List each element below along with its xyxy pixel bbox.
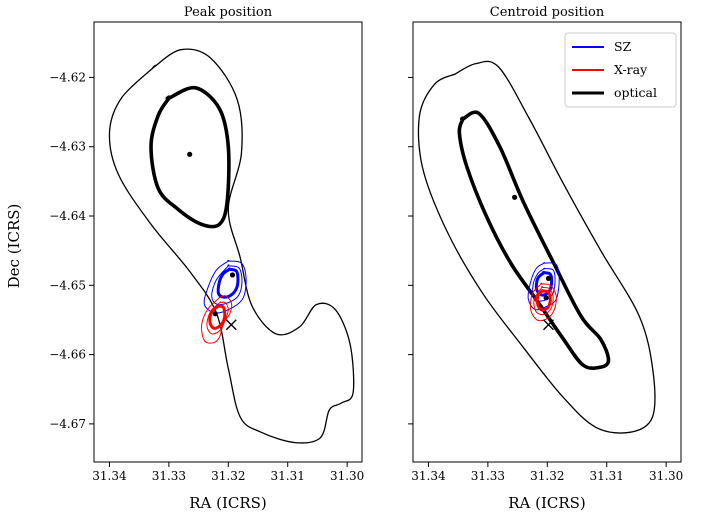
contour-xray-outer xyxy=(200,295,233,344)
contour-xray-inner xyxy=(208,304,227,330)
contour-optical-inner xyxy=(457,110,611,371)
peak-dot-xray xyxy=(543,295,549,301)
x-axis-label: RA (ICRS) xyxy=(508,494,586,512)
contour-optical-outer xyxy=(108,48,355,444)
y-tick-label: −4.64 xyxy=(49,209,86,223)
y-tick-label: −4.67 xyxy=(49,417,86,431)
contour-xray-inner xyxy=(535,289,552,312)
peak-dot-sz xyxy=(229,272,236,278)
contour-xray-middle xyxy=(533,285,554,316)
peak-dot-optical xyxy=(512,194,518,200)
legend-label-sz: SZ xyxy=(614,39,632,54)
x-marker-stroke xyxy=(225,319,237,331)
panel-peak-position: Peak position RA (ICRS) Dec (ICRS) 31.34… xyxy=(5,5,364,512)
contour-optical-outer xyxy=(417,60,656,434)
x-tick-label: 31.34 xyxy=(411,469,446,483)
panel-centroid-position: Centroid position RA (ICRS) 31.34 31.33 31… xyxy=(408,5,683,512)
panel-title: Centroid position xyxy=(490,5,605,20)
y-tick-label: −4.66 xyxy=(49,348,86,362)
x-tick-label: 31.30 xyxy=(330,469,364,483)
legend-label-optical: optical xyxy=(614,85,657,100)
x-tick-label: 31.31 xyxy=(590,469,624,483)
x-marker xyxy=(225,319,237,331)
contour-sz-outer xyxy=(203,259,247,314)
x-tick-label: 31.33 xyxy=(152,469,186,483)
legend-entry-xray: X-ray xyxy=(572,62,648,77)
x-tick-label: 31.32 xyxy=(211,469,245,483)
legend: SZ X-ray optical xyxy=(564,32,677,108)
x-tick-label: 31.32 xyxy=(530,469,564,483)
y-tick-label: −4.65 xyxy=(49,278,86,292)
legend-label-xray: X-ray xyxy=(614,62,648,77)
contour-optical-inner xyxy=(149,85,231,229)
plot-area xyxy=(417,60,656,434)
plot-area xyxy=(108,48,355,444)
x-axis-label: RA (ICRS) xyxy=(189,494,267,512)
contour-xray-middle xyxy=(206,301,229,335)
panel-title: Peak position xyxy=(184,5,273,20)
y-tick-label: −4.63 xyxy=(49,140,86,154)
peak-dot-xray xyxy=(212,311,218,317)
x-tick-label: 31.30 xyxy=(649,469,683,483)
y-axis-label: Dec (ICRS) xyxy=(5,204,23,289)
x-tick-label: 31.31 xyxy=(271,469,305,483)
contour-xray-outer xyxy=(529,282,557,322)
legend-entry-sz: SZ xyxy=(572,39,632,54)
contour-sz-middle xyxy=(211,264,243,305)
peak-dot-sz xyxy=(545,275,552,281)
legend-box xyxy=(564,32,677,108)
x-marker-stroke xyxy=(542,319,554,331)
legend-entry-optical: optical xyxy=(572,85,657,100)
x-marker xyxy=(542,319,554,331)
y-tick-label: −4.62 xyxy=(49,70,86,84)
axes-frame xyxy=(93,21,363,463)
contour-sz-inner xyxy=(534,270,554,297)
peak-dot-optical xyxy=(187,151,193,157)
x-tick-label: 31.34 xyxy=(92,469,127,483)
x-tick-label: 31.33 xyxy=(471,469,505,483)
